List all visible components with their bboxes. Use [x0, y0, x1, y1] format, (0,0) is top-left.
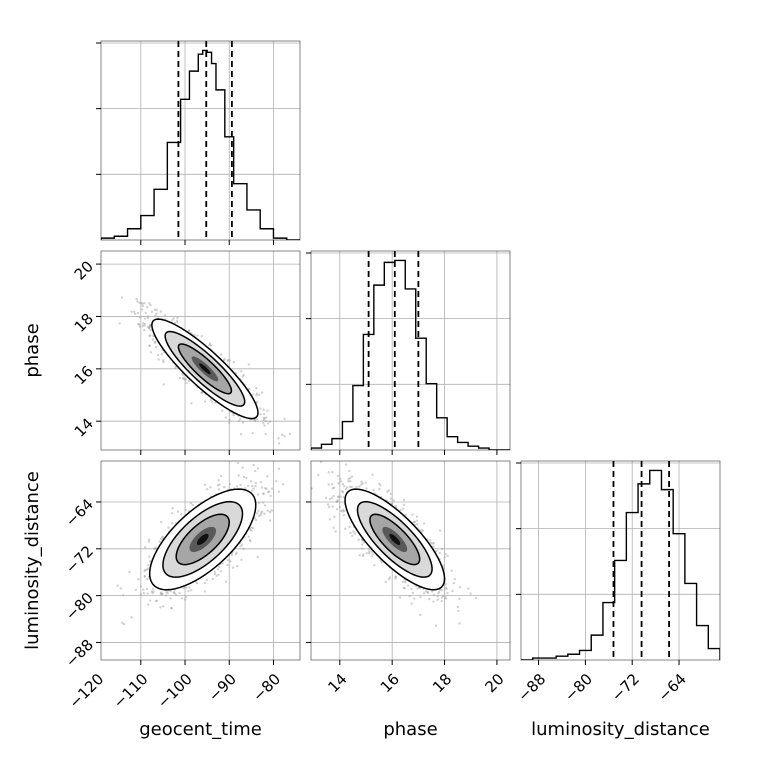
panel-frame	[310, 460, 511, 661]
contour-line	[148, 488, 257, 591]
contour-line	[177, 343, 233, 395]
contour-line	[164, 330, 246, 407]
density-peak	[199, 363, 211, 375]
tick-label-x-phase: 18	[429, 670, 455, 696]
axis-label-x-phase: phase	[383, 719, 437, 740]
panel-geocent_time-vs-phase	[96, 250, 301, 455]
density-peak	[389, 533, 401, 545]
tick-label-x-phase: 14	[324, 670, 350, 696]
tick-label-y-luminosity_distance: −80	[62, 589, 97, 624]
contour-line	[162, 500, 244, 578]
panel-geocent_time-vs-luminosity_distance	[96, 460, 301, 665]
tick-label-x-luminosity_distance: −72	[608, 670, 643, 705]
tick-label-y-phase: 16	[71, 362, 97, 388]
panel-phase-hist	[306, 250, 511, 455]
contour-line	[175, 513, 230, 566]
histogram-phase	[311, 259, 510, 450]
tick-label-x-geocent_time: −90	[205, 670, 240, 705]
panel-luminosity_distance-hist	[516, 460, 721, 665]
tick-label-x-geocent_time: −120	[65, 670, 107, 712]
tick-label-x-geocent_time: −110	[110, 670, 152, 712]
tick-label-y-luminosity_distance: −64	[62, 495, 97, 530]
density-peak	[196, 533, 209, 545]
tick-label-x-geocent_time: −100	[154, 670, 196, 712]
axis-label-y-phase: phase	[22, 323, 43, 377]
histogram-luminosity_distance	[521, 469, 720, 660]
tick-label-x-luminosity_distance: −64	[655, 670, 690, 705]
axis-label-y-luminosity_distance: luminosity_distance	[22, 471, 43, 650]
panel-geocent_time-hist	[96, 40, 301, 245]
tick-label-x-phase: 16	[377, 670, 403, 696]
panel-frame	[100, 460, 301, 661]
tick-label-y-phase: 18	[71, 310, 97, 336]
tick-label-y-luminosity_distance: −88	[62, 636, 97, 671]
tick-label-y-phase: 20	[71, 257, 97, 283]
contour-line	[369, 513, 421, 566]
histogram-geocent_time	[101, 49, 300, 240]
tick-label-x-phase: 20	[481, 670, 507, 696]
tick-label-x-geocent_time: −80	[249, 670, 284, 705]
panel-phase-vs-luminosity_distance	[306, 460, 511, 665]
panel-frame	[100, 40, 301, 241]
tick-label-x-luminosity_distance: −80	[561, 670, 596, 705]
tick-label-y-phase: 14	[71, 414, 97, 440]
tick-label-x-luminosity_distance: −88	[514, 670, 549, 705]
contour-line	[344, 488, 446, 591]
axis-label-x-geocent_time: geocent_time	[139, 719, 262, 740]
panel-frame	[520, 460, 721, 661]
tick-label-y-luminosity_distance: −72	[62, 542, 97, 577]
contour-line	[356, 500, 433, 578]
contour-line	[151, 318, 259, 420]
panel-frame	[310, 250, 511, 451]
axis-label-x-luminosity_distance: luminosity_distance	[531, 719, 710, 740]
panel-frame	[100, 250, 301, 451]
